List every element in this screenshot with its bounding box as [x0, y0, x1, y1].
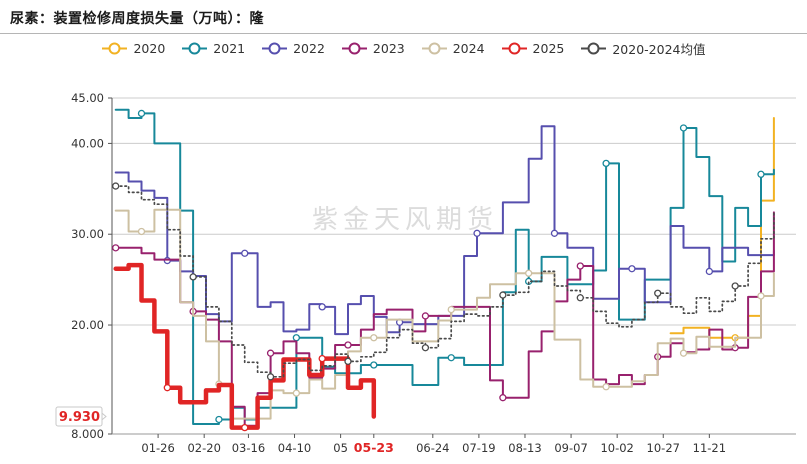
- legend-marker-icon: [341, 42, 367, 55]
- y-axis-tick-label: 8.000: [71, 427, 104, 441]
- series-marker: [602, 159, 610, 168]
- x-axis-tick-label: 08-13: [508, 441, 541, 455]
- series-line-2021: [114, 108, 775, 425]
- series-marker: [628, 265, 636, 273]
- series-marker: [447, 354, 455, 362]
- series-marker: [473, 229, 481, 237]
- series-marker: [318, 303, 326, 311]
- series-marker: [731, 282, 739, 290]
- series-marker: [112, 244, 120, 252]
- series-marker: [447, 305, 455, 314]
- legend-label: 2022: [293, 41, 325, 56]
- series-marker: [344, 357, 352, 366]
- legend-marker-icon: [262, 42, 288, 55]
- series-marker: [421, 344, 430, 352]
- legend-marker-icon: [421, 42, 447, 55]
- series-marker: [344, 341, 352, 349]
- series-line-2023: [114, 211, 775, 427]
- legend-item-2024[interactable]: 2024: [421, 41, 485, 56]
- series-marker: [679, 124, 688, 132]
- series-marker: [266, 373, 275, 381]
- series-marker: [112, 182, 120, 190]
- legend-label: 2020: [133, 41, 166, 56]
- x-axis-tick-label: 04-10: [278, 441, 311, 455]
- legend-item-2025[interactable]: 2025: [501, 41, 565, 56]
- x-axis-tick-label: 07-19: [462, 441, 495, 455]
- watermark: 紫金天风期货: [312, 205, 498, 235]
- y-axis-tick-label: 40.00: [71, 136, 104, 150]
- legend-label: 2020-2024均值: [612, 42, 706, 57]
- legend-label: 2025: [532, 41, 565, 56]
- x-axis-tick-label: 10-27: [647, 441, 680, 455]
- x-axis-tick-label: 11-21: [693, 441, 726, 455]
- series-marker: [370, 334, 378, 342]
- series-marker: [654, 289, 662, 297]
- x-tick-label-current: 05-23: [354, 440, 394, 455]
- series-marker: [292, 334, 301, 342]
- chart-legend: 2020 2021 2022 2023 2024 2025 2020-2024均值: [0, 39, 807, 58]
- series-marker: [576, 294, 584, 302]
- series-marker: [757, 292, 765, 300]
- legend-marker-icon: [501, 42, 527, 55]
- legend-item-2021[interactable]: 2021: [181, 41, 245, 56]
- legend-marker-icon: [182, 42, 208, 55]
- legend-item-2023[interactable]: 2023: [341, 41, 405, 56]
- series-marker: [370, 361, 378, 369]
- series-marker: [292, 389, 301, 397]
- series-marker: [137, 109, 146, 118]
- series-marker: [499, 291, 507, 299]
- series-marker: [576, 262, 584, 270]
- legend-item-2020[interactable]: 2020: [101, 41, 165, 56]
- series-marker: [266, 349, 275, 357]
- chart-area: 紫金天风期货 45.00 40.00 30.00 20.00 8.000 01-26 02-2…: [0, 60, 807, 464]
- legend-marker-icon: [581, 42, 607, 55]
- series-marker: [679, 349, 688, 357]
- x-axis-tick-label: 09-07: [554, 441, 587, 455]
- y-axis-tick-label: 45.00: [71, 91, 104, 105]
- current-value-label: 9.930: [59, 410, 100, 425]
- page-title: 尿素：装置检修周度损失量（万吨）：隆: [10, 11, 264, 27]
- legend-marker-icon: [102, 42, 128, 55]
- legend-item-2022[interactable]: 2022: [261, 41, 325, 56]
- series-marker: [602, 383, 610, 391]
- x-axis-tick-label: 10-02: [600, 441, 633, 455]
- legend-label: 2023: [372, 41, 405, 56]
- x-axis-tick-label: 06-24: [416, 441, 449, 455]
- title-separator: [0, 33, 807, 34]
- series-marker: [241, 249, 249, 257]
- series-marker: [705, 267, 713, 276]
- series-marker: [137, 227, 146, 236]
- x-axis-tick-label: 01-26: [141, 441, 174, 455]
- chart-canvas: 紫金天风期货 45.00 40.00 30.00 20.00 8.000 01-26 02-2…: [55, 91, 796, 455]
- series-marker: [421, 312, 430, 320]
- x-axis-tick-label: 03-16: [232, 441, 265, 455]
- series-marker: [189, 273, 197, 281]
- y-axis-tick-label: 30.00: [71, 227, 104, 241]
- series-marker: [215, 415, 223, 424]
- series-line-2020-2024: [114, 185, 775, 378]
- series-marker: [163, 384, 171, 392]
- x-axis-tick-label: 02-20: [187, 441, 220, 455]
- series-marker: [241, 423, 249, 432]
- y-axis-tick-label: 20.00: [71, 318, 104, 332]
- series-marker: [757, 170, 765, 178]
- current-value-box: [55, 406, 103, 427]
- series-marker: [499, 394, 507, 402]
- series-marker: [525, 269, 533, 277]
- series-marker: [318, 354, 326, 363]
- legend-label: 2021: [213, 41, 246, 56]
- series-marker: [550, 229, 559, 237]
- x-axis-tick-label: 05: [333, 441, 348, 455]
- legend-label: 2024: [452, 41, 485, 56]
- legend-item-2020-2024[interactable]: 2020-2024均值: [580, 39, 706, 58]
